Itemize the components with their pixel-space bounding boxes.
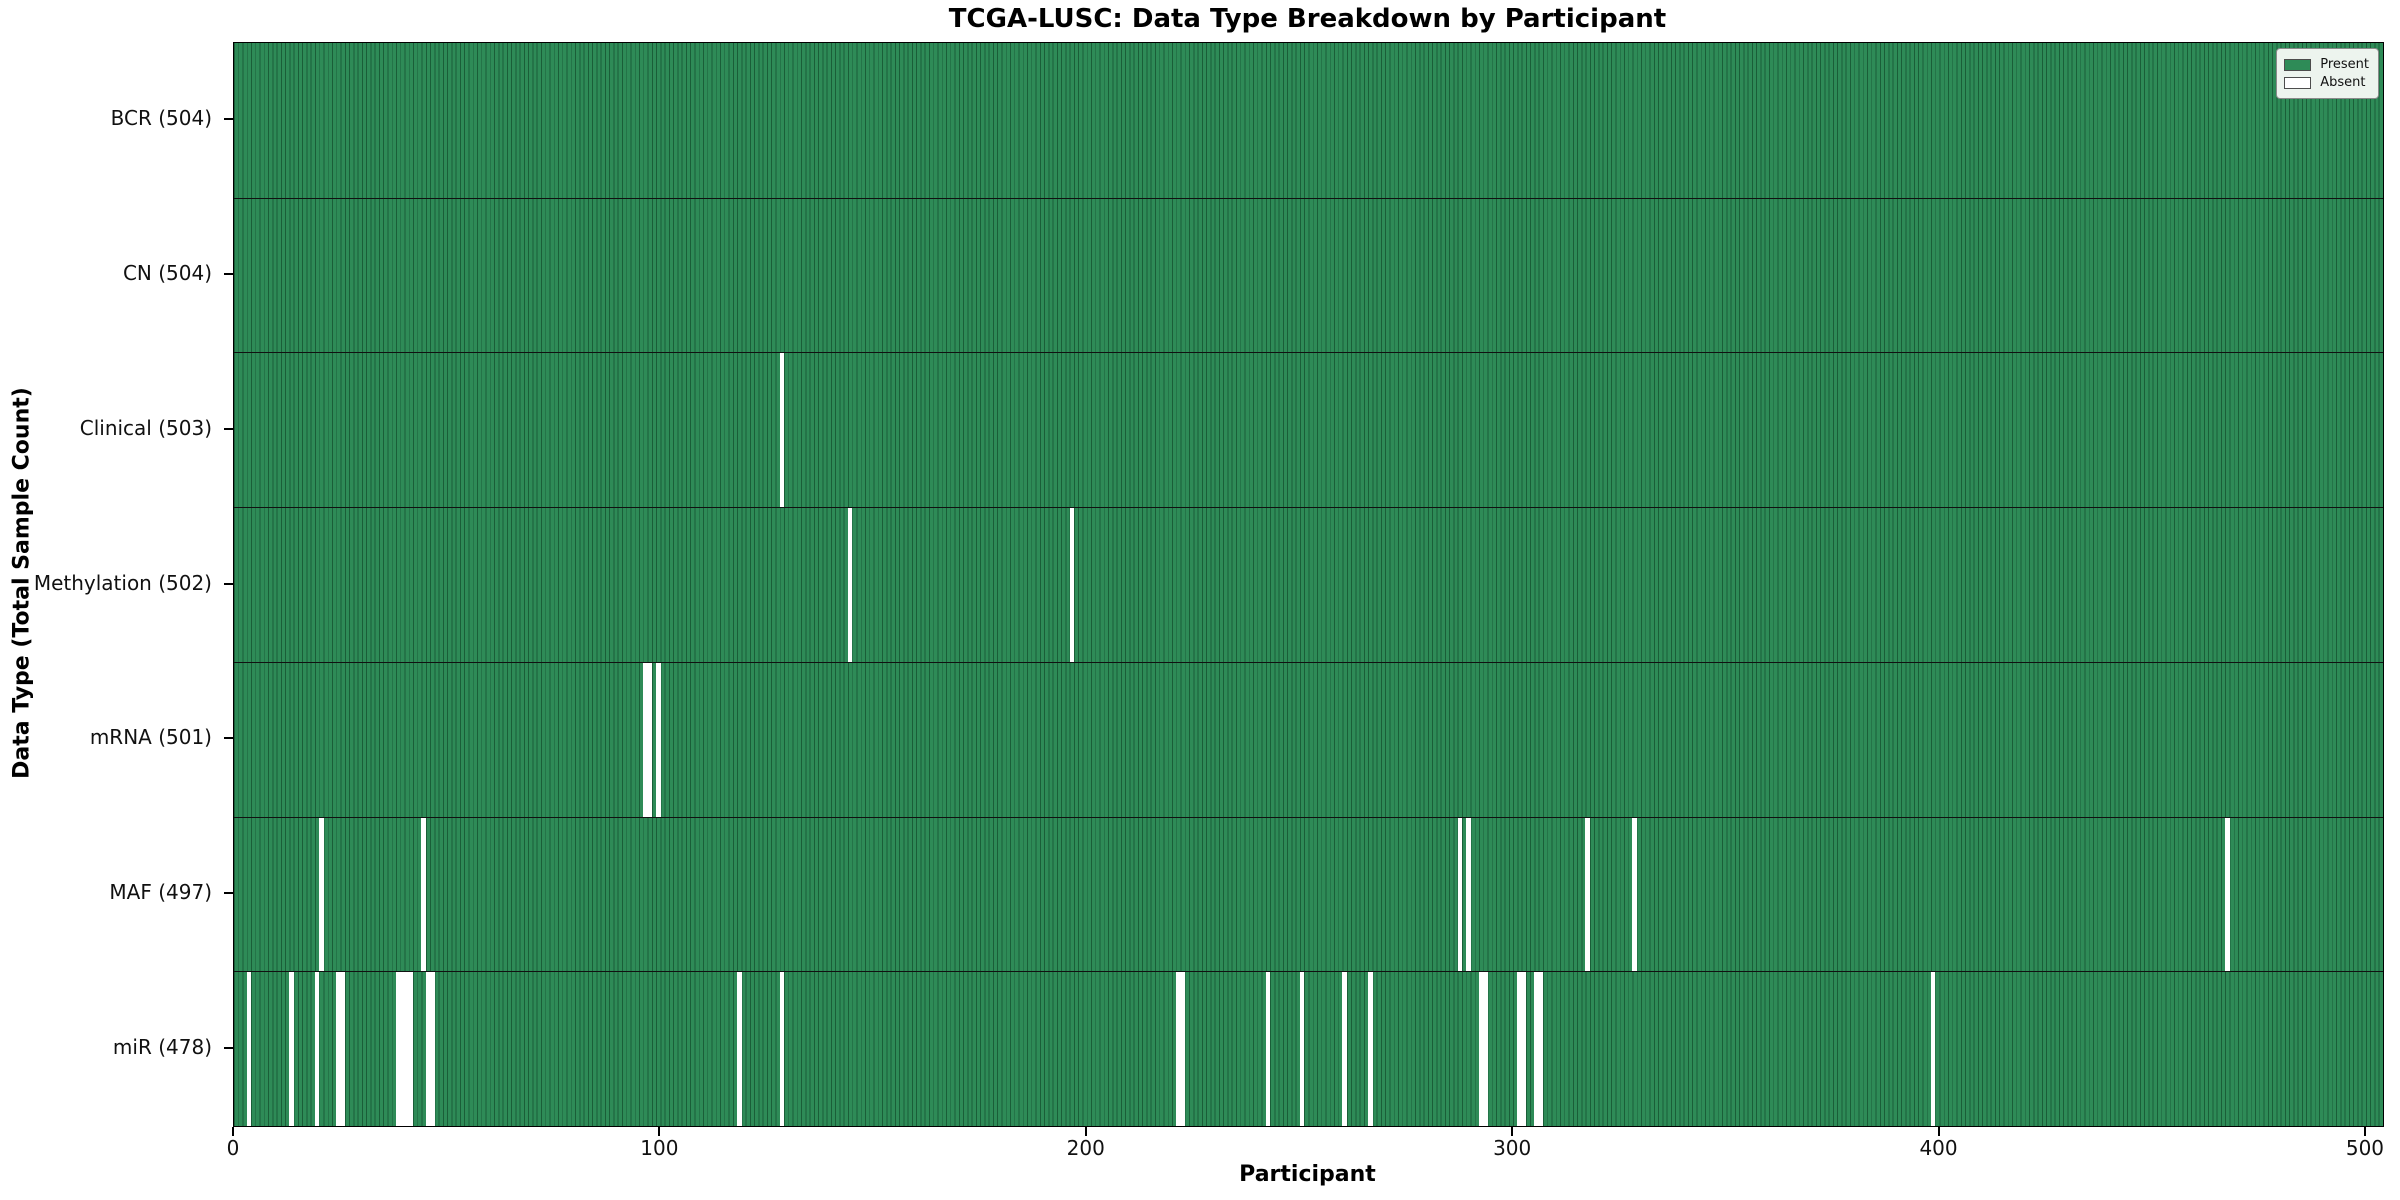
row-mir: [234, 971, 2383, 1126]
legend-entry-absent: Absent: [2284, 75, 2369, 90]
y-tick-mark: [224, 891, 233, 894]
x-tick-label-0: 0: [226, 1136, 240, 1160]
absent-mark-mir-398: [1930, 972, 1936, 1126]
row-clinical: [234, 352, 2383, 508]
absent-mark-mir-41: [408, 972, 414, 1126]
y-tick-mark: [224, 273, 233, 276]
y-tick-label-clinical: Clinical (503): [79, 415, 212, 440]
absent-mark-mir-13: [289, 972, 294, 1126]
absent-mark-mir-128: [779, 972, 785, 1126]
absent-mark-mir-24: [336, 972, 341, 1126]
x-tick-mark: [1937, 1127, 1940, 1136]
y-tick-mark: [224, 118, 233, 121]
x-tick-label-400: 400: [1919, 1136, 1958, 1160]
absent-mark-methylation-144: [847, 508, 853, 662]
y-tick-label-maf: MAF (497): [109, 879, 212, 904]
absent-mark-clinical-128: [779, 353, 785, 508]
absent-mark-mir-305: [1534, 972, 1539, 1126]
absent-mark-maf-467: [2225, 817, 2230, 972]
y-tick-label-mrna: mRNA (501): [89, 725, 212, 750]
x-tick-mark: [1084, 1127, 1087, 1136]
absent-mark-mrna-99: [655, 662, 661, 817]
x-tick-mark: [658, 1127, 661, 1136]
chart-title: TCGA-LUSC: Data Type Breakdown by Partic…: [948, 4, 1667, 34]
absent-mark-maf-287: [1457, 817, 1463, 972]
absent-mark-mir-3: [246, 972, 252, 1126]
y-tick-label-methylation: Methylation (502): [33, 570, 212, 595]
x-tick-label-300: 300: [1493, 1136, 1532, 1160]
absent-mark-mir-266: [1367, 972, 1373, 1126]
legend-label: Present: [2320, 57, 2369, 72]
legend-swatch-absent: [2284, 76, 2312, 89]
row-cn: [234, 197, 2383, 353]
absent-mark-mir-39: [400, 972, 405, 1126]
y-tick-mark: [224, 1046, 233, 1049]
row-bcr: [234, 43, 2383, 198]
absent-mark-mir-250: [1299, 972, 1305, 1126]
row-methylation: [234, 507, 2383, 662]
absent-mark-mir-38: [395, 972, 401, 1126]
absent-mark-mir-302: [1521, 972, 1527, 1126]
x-tick-label-200: 200: [1066, 1136, 1105, 1160]
x-axis-title: Participant: [1239, 1162, 1376, 1187]
legend: Present Absent: [2276, 48, 2379, 99]
x-tick-mark: [232, 1127, 234, 1136]
absent-mark-mir-301: [1517, 972, 1522, 1126]
x-tick-mark: [1511, 1127, 1514, 1136]
absent-mark-maf-317: [1585, 817, 1591, 972]
absent-mark-mir-260: [1342, 972, 1348, 1126]
absent-mark-mir-292: [1478, 972, 1484, 1126]
absent-mark-mir-221: [1176, 972, 1181, 1126]
absent-mark-maf-44: [421, 817, 427, 972]
absent-mark-mir-25: [340, 972, 346, 1126]
row-mrna: [234, 661, 2383, 817]
x-tick-label-100: 100: [640, 1136, 679, 1160]
x-tick-label-500: 500: [2345, 1136, 2385, 1160]
absent-mark-mir-222: [1180, 972, 1186, 1126]
absent-mark-mir-46: [429, 972, 435, 1126]
x-tick-mark: [2363, 1127, 2366, 1136]
legend-swatch-present: [2284, 58, 2312, 71]
y-tick-label-mir: miR (478): [112, 1034, 212, 1059]
row-maf: [234, 816, 2383, 972]
y-tick-mark: [224, 737, 233, 740]
absent-mark-mir-40: [404, 972, 409, 1126]
y-tick-label-cn: CN (504): [122, 261, 212, 286]
absent-mark-maf-328: [1632, 817, 1637, 972]
y-tick-mark: [224, 427, 233, 430]
y-tick-label-bcr: BCR (504): [110, 106, 212, 131]
absent-mark-mrna-96: [643, 662, 648, 817]
absent-mark-mir-19: [314, 972, 320, 1126]
absent-mark-mir-293: [1483, 972, 1488, 1126]
plot-area: Present Absent: [233, 42, 2384, 1127]
absent-mark-mir-45: [425, 972, 431, 1126]
absent-mark-mir-306: [1538, 972, 1544, 1126]
absent-mark-mir-118: [736, 972, 742, 1126]
absent-mark-methylation-196: [1069, 508, 1075, 662]
legend-entry-present: Present: [2284, 57, 2369, 72]
absent-mark-mrna-97: [647, 662, 653, 817]
absent-mark-maf-289: [1466, 817, 1471, 972]
absent-mark-mir-242: [1265, 972, 1271, 1126]
absent-mark-maf-20: [319, 817, 324, 972]
y-tick-mark: [224, 582, 233, 585]
legend-label: Absent: [2320, 75, 2366, 90]
